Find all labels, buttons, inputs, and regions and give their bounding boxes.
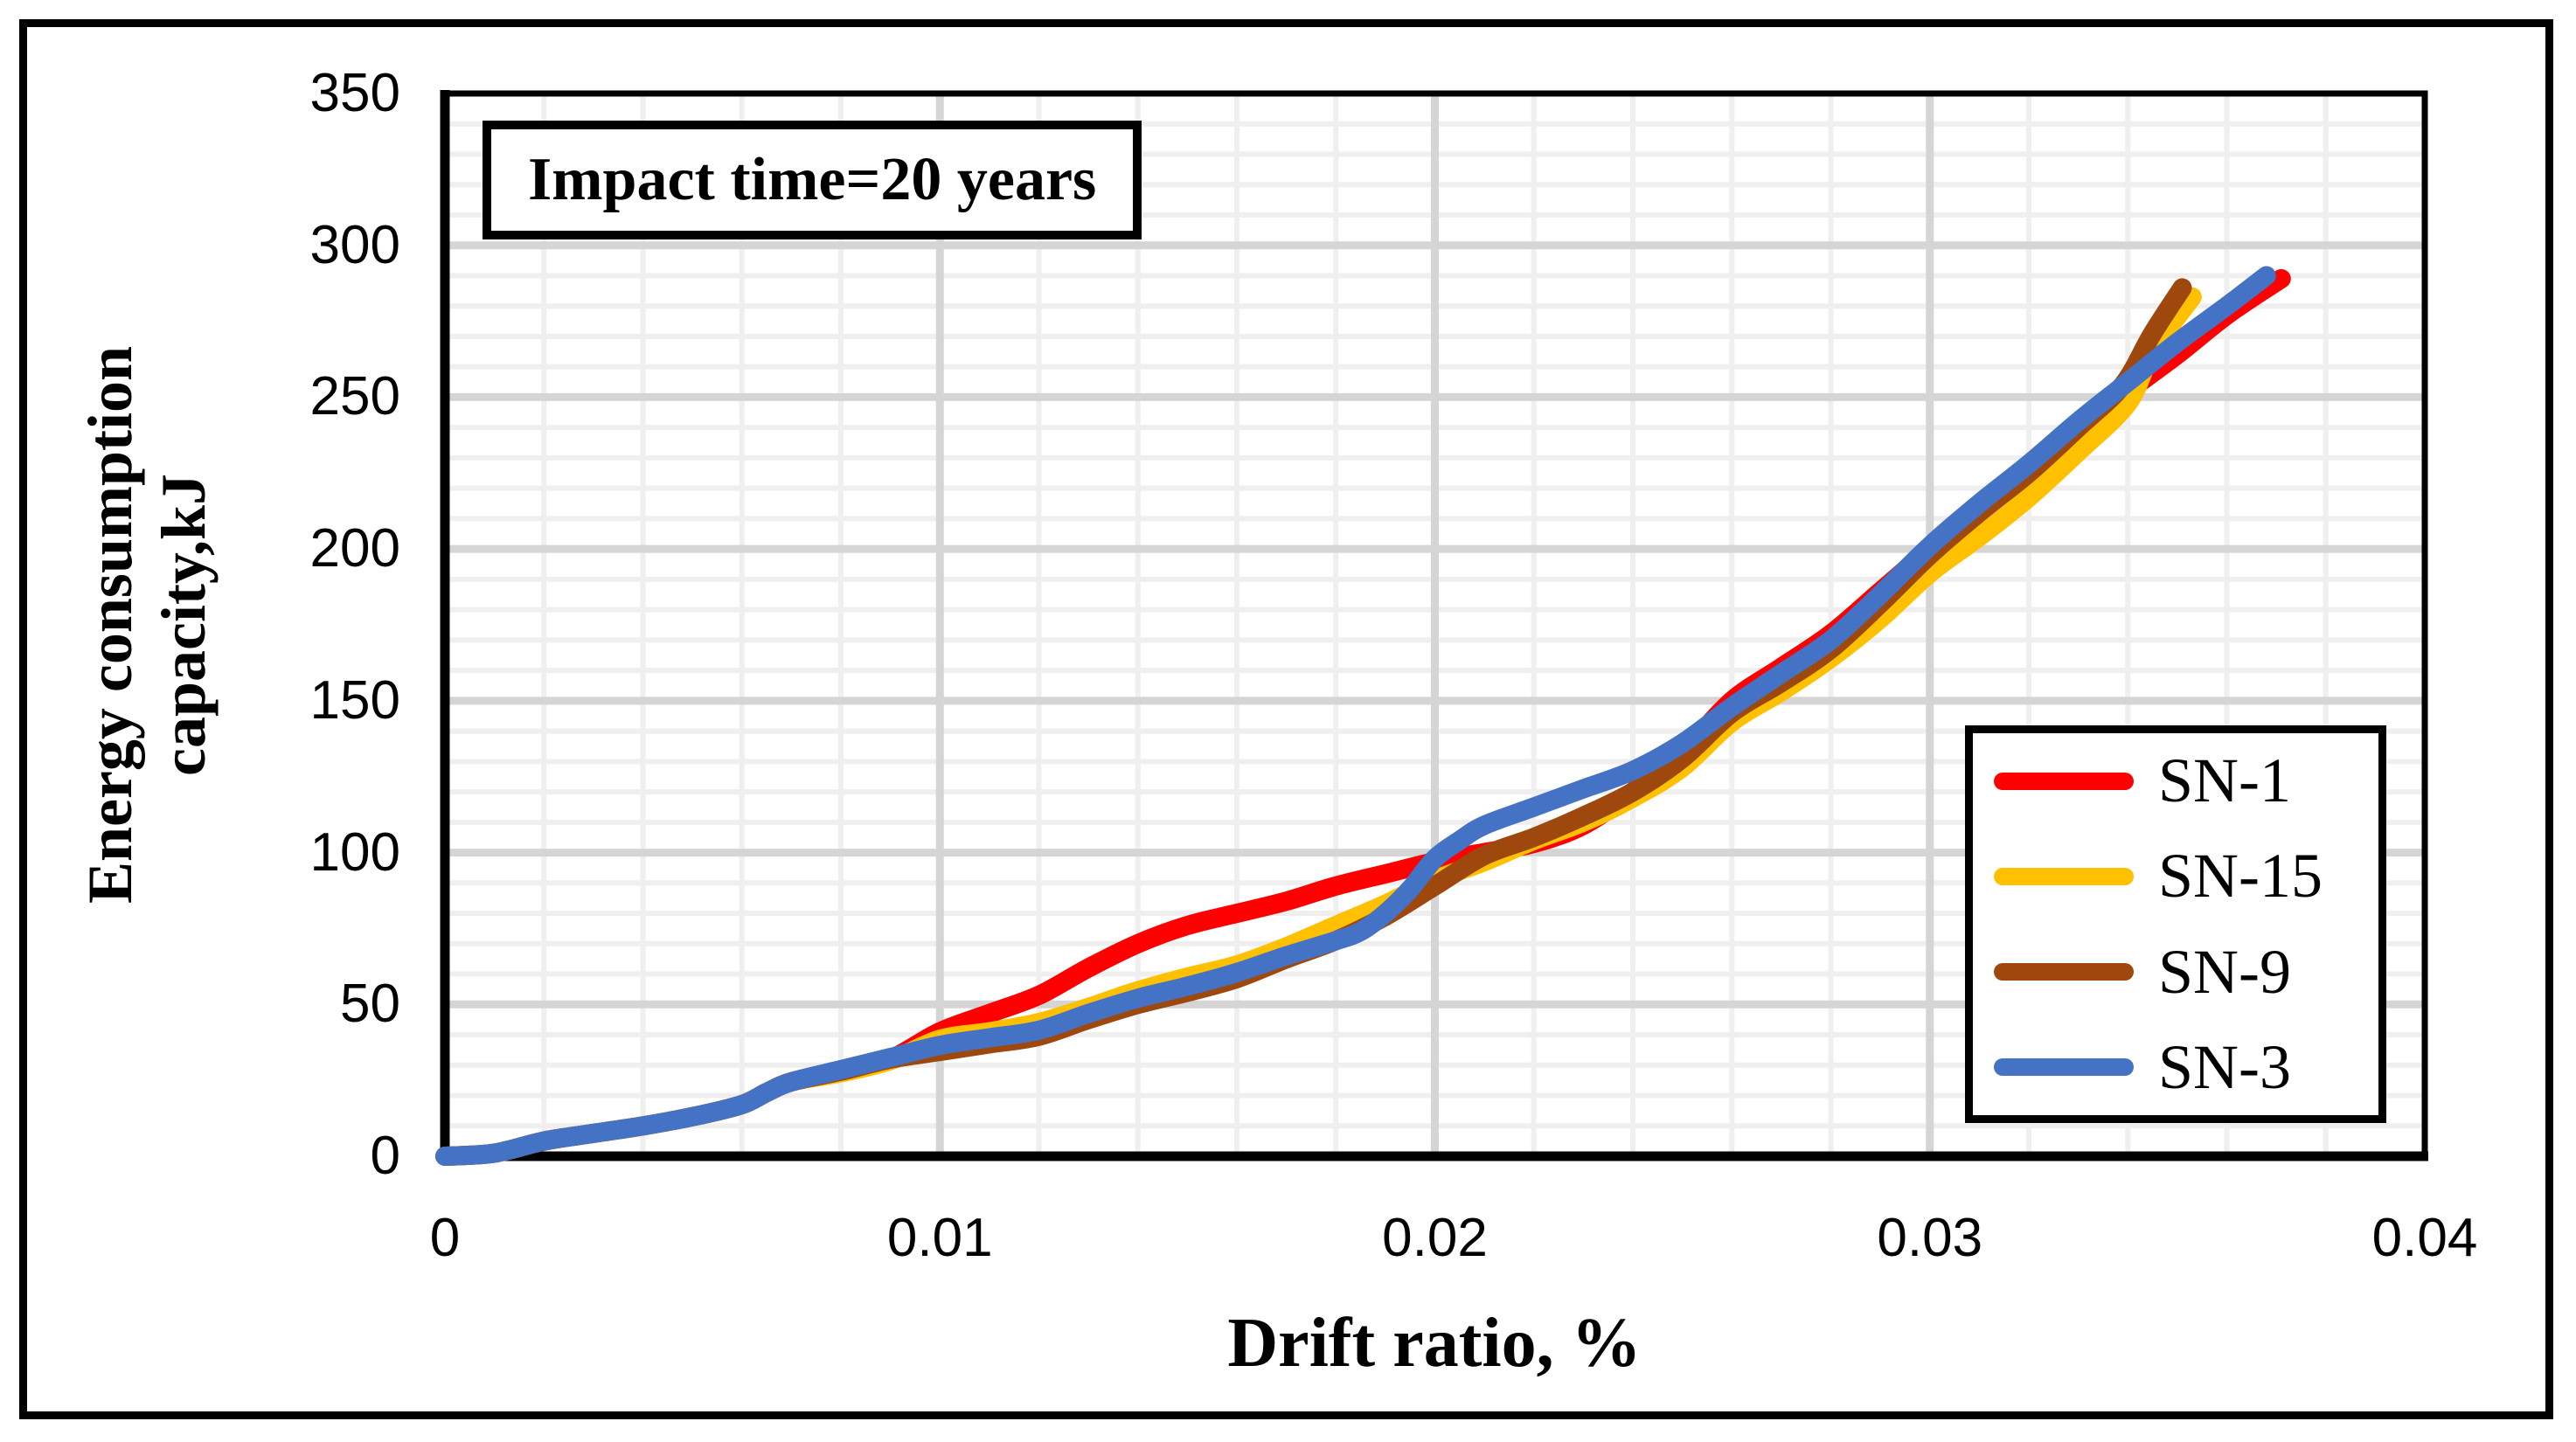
legend-swatch-sn-3 <box>1994 1058 2134 1077</box>
series-line-sn-9 <box>435 278 2192 1166</box>
legend-label-sn-9: SN-9 <box>2158 936 2292 1007</box>
annotation-text: Impact time=20 years <box>528 146 1097 213</box>
y-axis-title: Energy consumption capacity,kJ <box>73 0 220 1280</box>
y-tick-label: 250 <box>309 366 400 427</box>
y-tick-label: 350 <box>309 63 400 123</box>
legend-item-sn-3: SN-3 <box>1994 1032 2378 1102</box>
y-axis-title-line2: capacity,kJ <box>149 474 219 777</box>
series-line-sn-3 <box>435 266 2276 1166</box>
legend-item-sn-15: SN-15 <box>1994 841 2378 912</box>
x-tick-label: 0.01 <box>886 1208 993 1268</box>
legend-label-sn-1: SN-1 <box>2158 745 2292 816</box>
x-tick-label: 0 <box>429 1208 461 1268</box>
y-tick-label: 200 <box>309 518 400 579</box>
legend-label-sn-3: SN-3 <box>2158 1031 2292 1102</box>
y-axis-title-line1: Energy consumption <box>75 345 145 905</box>
legend-swatch-sn-9 <box>1994 963 2134 981</box>
y-tick-label: 100 <box>309 822 400 883</box>
y-tick-label: 50 <box>340 974 400 1035</box>
legend-swatch-sn-15 <box>1994 867 2134 885</box>
x-tick-label: 0.03 <box>1877 1208 1983 1268</box>
legend-label-sn-15: SN-15 <box>2158 841 2323 912</box>
x-tick-label: 0.02 <box>1382 1208 1488 1268</box>
x-tick-label: 0.04 <box>2371 1208 2478 1268</box>
y-tick-label: 0 <box>370 1126 400 1186</box>
y-tick-label: 300 <box>309 214 400 275</box>
x-axis-title: Drift ratio, % <box>1227 1305 1642 1382</box>
legend-item-sn-1: SN-1 <box>1994 745 2378 816</box>
legend-swatch-sn-1 <box>1994 772 2134 790</box>
y-tick-label: 150 <box>309 669 400 731</box>
legend: SN-1 SN-15 SN-9 SN-3 <box>1965 725 2386 1123</box>
annotation-box: Impact time=20 years <box>483 121 1142 239</box>
legend-item-sn-9: SN-9 <box>1994 937 2378 1007</box>
